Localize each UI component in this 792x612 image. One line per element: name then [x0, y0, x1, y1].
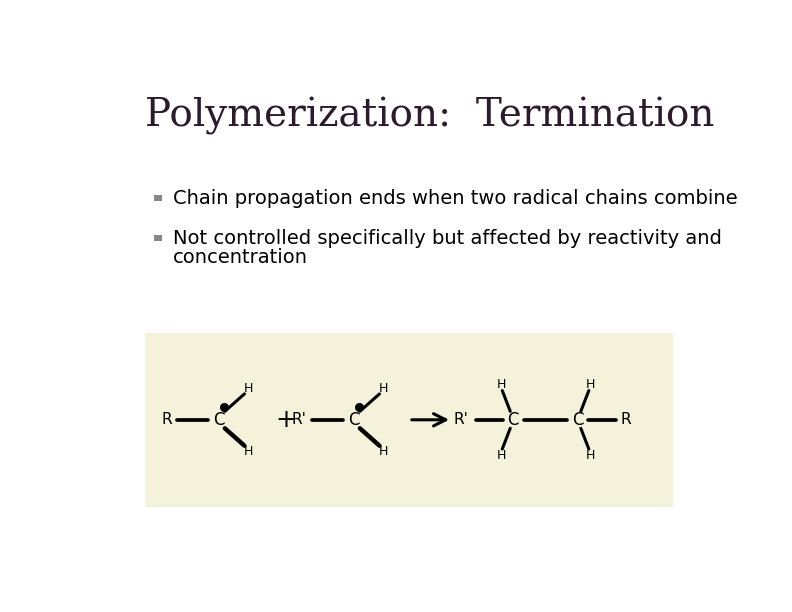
- Text: R: R: [620, 412, 631, 427]
- Text: H: H: [243, 382, 253, 395]
- Text: H: H: [243, 445, 253, 458]
- Text: Not controlled specifically but affected by reactivity and: Not controlled specifically but affected…: [173, 229, 722, 248]
- Text: H: H: [379, 382, 388, 395]
- Text: H: H: [585, 449, 595, 461]
- Text: C: C: [572, 411, 584, 429]
- Text: H: H: [497, 449, 506, 461]
- Text: H: H: [585, 378, 595, 391]
- Text: Chain propagation ends when two radical chains combine: Chain propagation ends when two radical …: [173, 189, 737, 208]
- Text: H: H: [379, 445, 388, 458]
- Bar: [154, 235, 162, 242]
- Text: concentration: concentration: [173, 248, 307, 267]
- Text: R': R': [291, 412, 306, 427]
- Text: +: +: [276, 408, 297, 432]
- Text: H: H: [497, 378, 506, 391]
- Text: C: C: [508, 411, 519, 429]
- Bar: [154, 195, 162, 201]
- Text: R': R': [454, 412, 469, 427]
- Bar: [145, 332, 673, 507]
- Text: R: R: [162, 412, 172, 427]
- Text: Polymerization:  Termination: Polymerization: Termination: [145, 97, 714, 135]
- Text: C: C: [213, 411, 224, 429]
- Text: C: C: [348, 411, 360, 429]
